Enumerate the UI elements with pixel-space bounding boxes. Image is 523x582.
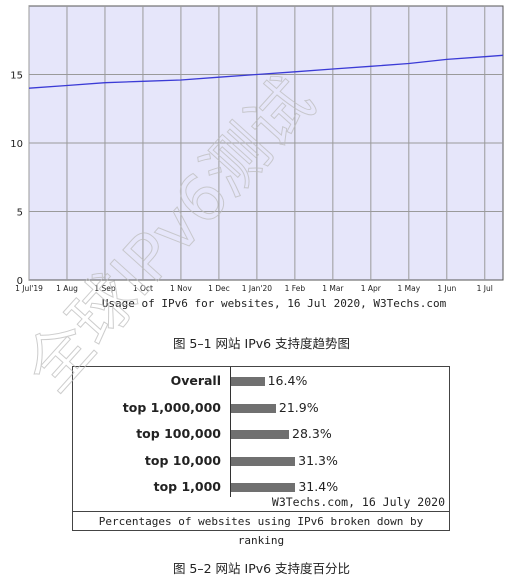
x-tick-label: 1 Nov xyxy=(170,284,192,293)
figure-caption-1: 图 5–1 网站 IPv6 支持度趋势图 xyxy=(172,336,351,351)
ranking-label: top 1,000,000 xyxy=(122,399,221,415)
ranking-bar xyxy=(231,403,276,413)
y-tick-label: 5 xyxy=(17,208,23,219)
x-tick-label: 1 Sep xyxy=(94,284,116,293)
ranking-bar xyxy=(231,456,296,466)
bar-axis xyxy=(230,367,231,497)
ranking-value: 31.3% xyxy=(298,452,338,468)
ranking-value: 16.4% xyxy=(267,373,308,388)
x-tick-label: 1 Mar xyxy=(322,284,344,293)
ranking-row: Overall 16.4% xyxy=(73,369,449,393)
ranking-rows: Overall 16.4% top 1,000,000 21.9% top 100,00… xyxy=(73,367,449,511)
x-tick-label: 1 Jun xyxy=(437,284,456,293)
ranking-label: top 100,000 xyxy=(136,426,221,441)
chart2-credit: W3Techs.com, 16 July 2020 xyxy=(271,495,445,509)
x-tick-label: 1 Jul'19 xyxy=(15,284,43,293)
x-tick-label: 1 Dec xyxy=(208,284,230,293)
y-tick-label: 0 xyxy=(17,276,23,287)
ranking-row: top 10,000 31.3% xyxy=(73,449,449,473)
series-line-ipv6 xyxy=(28,54,504,89)
ipv6-trend-chart: 0 5 10 15 1 Jul'19 1 Aug 1 Sep 1 Oct 1 Nov 1 Dec 1… xyxy=(10,5,504,310)
ranking-row: top 1,000 31.4% xyxy=(73,475,449,499)
ranking-value: 31.4% xyxy=(298,479,339,494)
x-tick-label: 1 Oct xyxy=(133,284,153,293)
x-tick-label: 1 Aug xyxy=(56,284,78,293)
ranking-label: Overall xyxy=(170,373,221,388)
ranking-row: top 100,000 28.3% xyxy=(73,422,449,446)
y-tick-label: 15 xyxy=(10,71,23,82)
chart2-footer: Percentages of websites using IPv6 broke… xyxy=(73,511,449,547)
ipv6-ranking-chart: Overall 16.4% top 1,000,000 21.9% top 100,00… xyxy=(72,366,450,547)
figure-caption-2: 图 5–2 网站 IPv6 支持度百分比 xyxy=(172,561,351,576)
ranking-bar xyxy=(231,430,289,439)
ranking-row: top 1,000,000 21.9% xyxy=(73,396,449,420)
ranking-value: 21.9% xyxy=(278,399,319,415)
x-axis-label: Usage of IPv6 for websites, 16 Jul 2020,… xyxy=(102,297,447,310)
ranking-label: top 10,000 xyxy=(144,452,221,468)
ranking-bar xyxy=(231,377,265,386)
x-tick-label: 1 May xyxy=(397,284,420,293)
x-tick-label: 1 Jul xyxy=(477,284,493,293)
x-tick-label: 1 Apr xyxy=(361,284,382,293)
y-tick-label: 10 xyxy=(10,139,23,150)
ranking-bar xyxy=(231,483,296,492)
ranking-label: top 1,000 xyxy=(153,479,221,494)
x-tick-label: 1 Feb xyxy=(285,284,306,293)
ranking-value: 28.3% xyxy=(292,426,332,441)
x-tick-label: 1 Jan'20 xyxy=(242,284,273,293)
